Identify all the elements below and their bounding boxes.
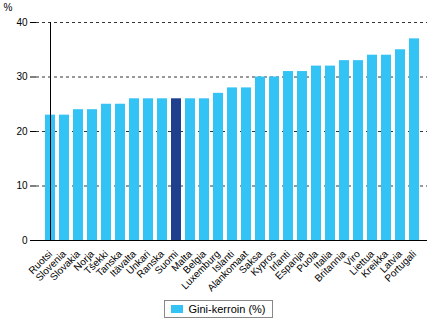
svg-text:Puola: Puola	[294, 248, 321, 275]
svg-text:Unkari: Unkari	[124, 248, 153, 277]
svg-text:Italia: Italia	[311, 248, 335, 271]
svg-text:10: 10	[16, 180, 28, 191]
svg-text:Ruotsi: Ruotsi	[26, 248, 55, 277]
svg-text:%: %	[4, 2, 13, 13]
svg-text:Norja: Norja	[71, 248, 97, 273]
svg-text:Saksa: Saksa	[236, 248, 265, 276]
svg-text:Slovenia: Slovenia	[33, 248, 69, 284]
svg-text:Espanja: Espanja	[272, 248, 307, 282]
svg-text:30: 30	[16, 71, 28, 82]
svg-text:Ranska: Ranska	[134, 248, 167, 280]
svg-text:0: 0	[22, 235, 28, 246]
svg-text:20: 20	[16, 126, 28, 137]
svg-text:Itävalta: Itävalta	[107, 248, 139, 279]
svg-text:Portugali: Portugali	[382, 248, 418, 284]
svg-text:Malta: Malta	[169, 248, 195, 274]
html-text:Gini-kerroin (%): Gini-kerroin (%)	[188, 303, 266, 315]
svg-text:Kreikka: Kreikka	[358, 248, 391, 280]
svg-text:Latvia: Latvia	[377, 248, 405, 275]
svg-text:Slovakia: Slovakia	[47, 248, 83, 283]
svg-text:Viro: Viro	[341, 248, 363, 269]
svg-text:Islanti: Islanti	[209, 248, 237, 275]
svg-text:Kypros: Kypros	[248, 248, 279, 278]
svg-text:Liettua: Liettua	[347, 248, 377, 278]
svg-text:Suomi: Suomi	[152, 248, 181, 277]
svg-text:Irlanti: Irlanti	[267, 248, 293, 274]
svg-text:Tšekki: Tšekki	[82, 248, 111, 277]
svg-text:Belgia: Belgia	[180, 248, 209, 276]
svg-text:Alankomaat: Alankomaat	[205, 248, 251, 294]
svg-text:Tanska: Tanska	[94, 248, 125, 279]
svg-text:Britannia: Britannia	[312, 248, 348, 284]
svg-text:Luxemburg: Luxemburg	[179, 248, 223, 292]
svg-text:40: 40	[16, 17, 28, 28]
